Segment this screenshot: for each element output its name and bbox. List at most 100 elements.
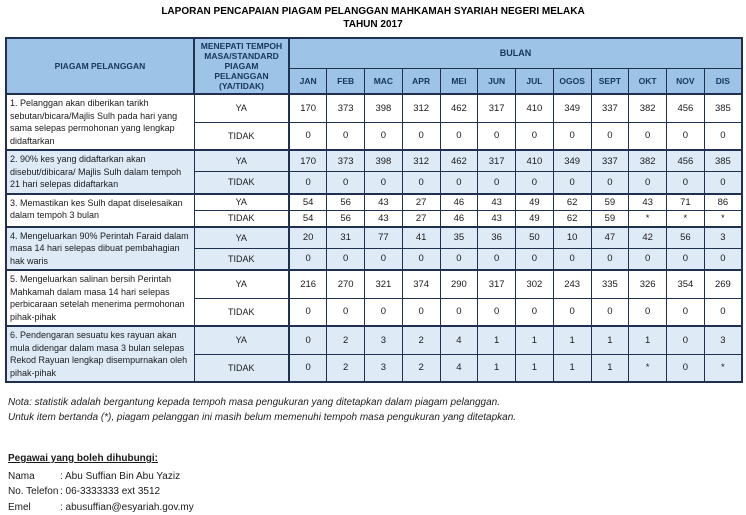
value-cell: 42	[629, 227, 667, 249]
value-cell: 462	[440, 94, 478, 122]
value-cell: 56	[667, 227, 705, 249]
value-cell: 312	[402, 150, 440, 172]
charter-row-ya: 4. Mengeluarkan 90% Perintah Faraid dala…	[6, 227, 742, 249]
month-header: NOV	[667, 68, 705, 94]
value-cell: 59	[591, 210, 629, 227]
value-cell: 0	[591, 298, 629, 326]
value-cell: 0	[553, 172, 591, 194]
notes-block: Nota: statistik adalah bergantung kepada…	[8, 396, 746, 425]
month-header: MEI	[440, 68, 478, 94]
value-cell: 349	[553, 94, 591, 122]
value-cell: 170	[289, 150, 327, 172]
value-cell: 385	[704, 150, 742, 172]
value-cell: 3	[704, 227, 742, 249]
value-cell: 2	[402, 326, 440, 354]
value-cell: 0	[365, 122, 403, 150]
tidak-label-cell: TIDAK	[194, 172, 289, 194]
value-cell: 1	[516, 354, 554, 382]
value-cell: 374	[402, 270, 440, 298]
value-cell: 290	[440, 270, 478, 298]
value-cell: 54	[289, 194, 327, 211]
value-cell: 243	[553, 270, 591, 298]
value-cell: 47	[591, 227, 629, 249]
value-cell: 71	[667, 194, 705, 211]
month-header: FEB	[327, 68, 365, 94]
value-cell: 349	[553, 150, 591, 172]
month-header: JAN	[289, 68, 327, 94]
value-cell: 0	[289, 326, 327, 354]
value-cell: 270	[327, 270, 365, 298]
table-header: PIAGAM PELANGGAN MENEPATI TEMPOH MASA/ST…	[6, 38, 742, 94]
value-cell: 4	[440, 354, 478, 382]
contact-block: Pegawai yang boleh dihubungi: Nama : Abu…	[8, 451, 746, 515]
value-cell: 0	[629, 298, 667, 326]
value-cell: 43	[478, 210, 516, 227]
value-cell: 77	[365, 227, 403, 249]
charter-row-ya: 5. Mengeluarkan salinan bersih Perintah …	[6, 270, 742, 298]
note-line-1: Nota: statistik adalah bergantung kepada…	[8, 396, 746, 411]
value-cell: 170	[289, 94, 327, 122]
value-cell: 0	[704, 298, 742, 326]
value-cell: 10	[553, 227, 591, 249]
charter-cell: 3. Memastikan kes Sulh dapat diselesaika…	[6, 194, 194, 227]
value-cell: 0	[591, 122, 629, 150]
value-cell: 0	[667, 326, 705, 354]
value-cell: 0	[667, 172, 705, 194]
tidak-label-cell: TIDAK	[194, 298, 289, 326]
value-cell: 1	[553, 326, 591, 354]
value-cell: 0	[667, 122, 705, 150]
value-cell: 0	[704, 122, 742, 150]
charter-cell: 6. Pendengaran sesuatu kes rayuan akan m…	[6, 326, 194, 382]
value-cell: 1	[478, 326, 516, 354]
value-cell: 0	[478, 122, 516, 150]
value-cell: 0	[440, 248, 478, 270]
value-cell: 398	[365, 94, 403, 122]
value-cell: 3	[704, 326, 742, 354]
charter-cell: 4. Mengeluarkan 90% Perintah Faraid dala…	[6, 227, 194, 271]
contact-label-emel: Emel	[8, 500, 60, 515]
report-title-line2: TAHUN 2017	[0, 18, 746, 31]
value-cell: 354	[667, 270, 705, 298]
value-cell: 398	[365, 150, 403, 172]
value-cell: 49	[516, 210, 554, 227]
value-cell: 1	[591, 326, 629, 354]
value-cell: 456	[667, 94, 705, 122]
value-cell: 59	[591, 194, 629, 211]
value-cell: 49	[516, 194, 554, 211]
value-cell: 0	[591, 172, 629, 194]
charter-row-ya: 6. Pendengaran sesuatu kes rayuan akan m…	[6, 326, 742, 354]
month-header: JUL	[516, 68, 554, 94]
value-cell: *	[629, 354, 667, 382]
value-cell: 312	[402, 94, 440, 122]
value-cell: 0	[327, 172, 365, 194]
value-cell: 46	[440, 194, 478, 211]
value-cell: 2	[327, 354, 365, 382]
value-cell: 317	[478, 150, 516, 172]
value-cell: 36	[478, 227, 516, 249]
value-cell: 43	[365, 210, 403, 227]
ya-label-cell: YA	[194, 194, 289, 211]
table-body: 1. Pelanggan akan diberikan tarikh sebut…	[6, 94, 742, 382]
value-cell: 3	[365, 326, 403, 354]
value-cell: 0	[629, 122, 667, 150]
value-cell: 46	[440, 210, 478, 227]
month-header: JUN	[478, 68, 516, 94]
value-cell: 0	[516, 248, 554, 270]
value-cell: 43	[478, 194, 516, 211]
ya-label-cell: YA	[194, 150, 289, 172]
value-cell: 0	[516, 172, 554, 194]
report-title: LAPORAN PENCAPAIAN PIAGAM PELANGGAN MAHK…	[0, 0, 746, 31]
month-header: DIS	[704, 68, 742, 94]
value-cell: 0	[516, 298, 554, 326]
contact-row-emel: Emel : abusuffian@esyariah.gov.my	[8, 500, 746, 515]
report-title-line1: LAPORAN PENCAPAIAN PIAGAM PELANGGAN MAHK…	[0, 5, 746, 18]
value-cell: 0	[289, 172, 327, 194]
value-cell: 0	[365, 172, 403, 194]
value-cell: 373	[327, 150, 365, 172]
value-cell: 0	[402, 172, 440, 194]
value-cell: 456	[667, 150, 705, 172]
value-cell: 0	[440, 172, 478, 194]
value-cell: 382	[629, 150, 667, 172]
charter-row-ya: 3. Memastikan kes Sulh dapat diselesaika…	[6, 194, 742, 211]
contact-row-telefon: No. Telefon : 06-3333333 ext 3512	[8, 484, 746, 500]
